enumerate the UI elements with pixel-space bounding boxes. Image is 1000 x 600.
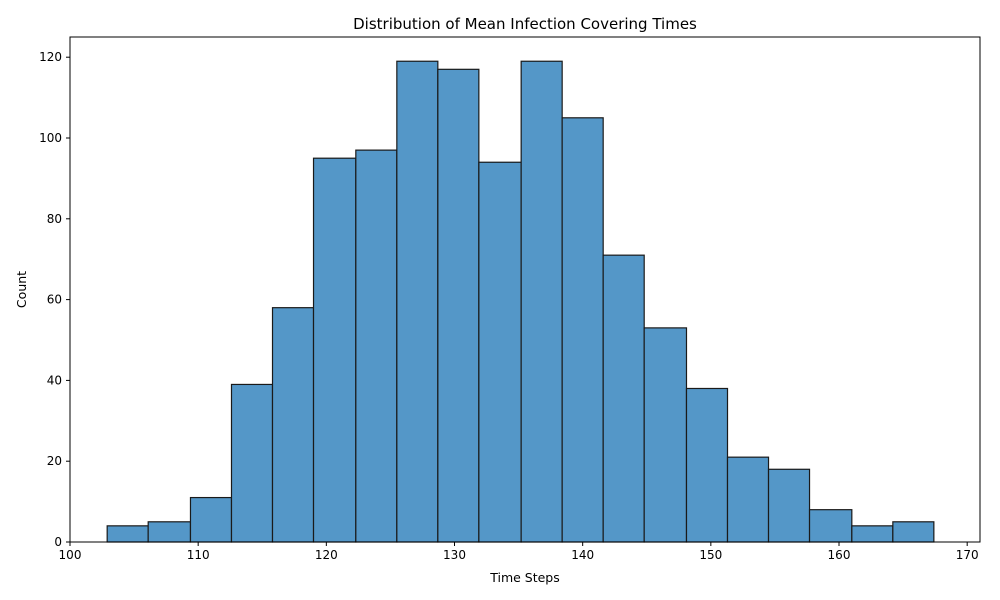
- x-tick-label: 170: [956, 548, 979, 562]
- chart-title: Distribution of Mean Infection Covering …: [353, 15, 697, 33]
- y-axis-label: Count: [14, 271, 29, 308]
- histogram-bar: [147, 521, 192, 543]
- histogram-bar: [355, 149, 398, 543]
- histogram-bar: [520, 60, 563, 543]
- histogram-bar: [106, 525, 149, 543]
- histogram-bar: [726, 456, 770, 543]
- histogram-bar: [312, 157, 357, 543]
- x-tick-label: 120: [315, 548, 338, 562]
- histogram-bar: [851, 525, 894, 543]
- histogram-bar: [767, 468, 811, 543]
- histogram-bar: [230, 383, 274, 543]
- histogram-bar: [685, 387, 729, 543]
- y-tick-label: 40: [47, 373, 62, 387]
- x-tick-label: 140: [571, 548, 594, 562]
- histogram-bar: [478, 161, 522, 543]
- x-axis-label: Time Steps: [489, 570, 560, 585]
- x-tick-label: 130: [443, 548, 466, 562]
- histogram-bar: [643, 327, 688, 543]
- x-axis-ticks: 100 110 120 130 140 150 160 170: [59, 542, 979, 562]
- histogram-bar: [892, 521, 935, 543]
- x-tick-label: 110: [187, 548, 210, 562]
- histogram-bar: [396, 60, 439, 543]
- y-axis-ticks: 0 20 40 60 80 100 120: [39, 50, 70, 549]
- y-tick-label: 120: [39, 50, 62, 64]
- histogram-bar: [437, 68, 480, 543]
- histogram-bar: [602, 254, 645, 543]
- plot-frame: [69, 36, 981, 543]
- histogram-bar: [189, 496, 233, 543]
- y-tick-label: 100: [39, 131, 62, 145]
- histogram-bar: [808, 509, 853, 543]
- x-tick-label: 100: [59, 548, 82, 562]
- histogram-bar: [561, 117, 604, 543]
- y-tick-label: 20: [47, 454, 62, 468]
- x-tick-label: 150: [699, 548, 722, 562]
- y-tick-label: 60: [47, 293, 62, 307]
- bars-group: [106, 60, 935, 543]
- y-tick-label: 0: [54, 535, 62, 549]
- histogram-bar: [271, 307, 315, 543]
- y-tick-label: 80: [47, 212, 62, 226]
- x-tick-label: 160: [828, 548, 851, 562]
